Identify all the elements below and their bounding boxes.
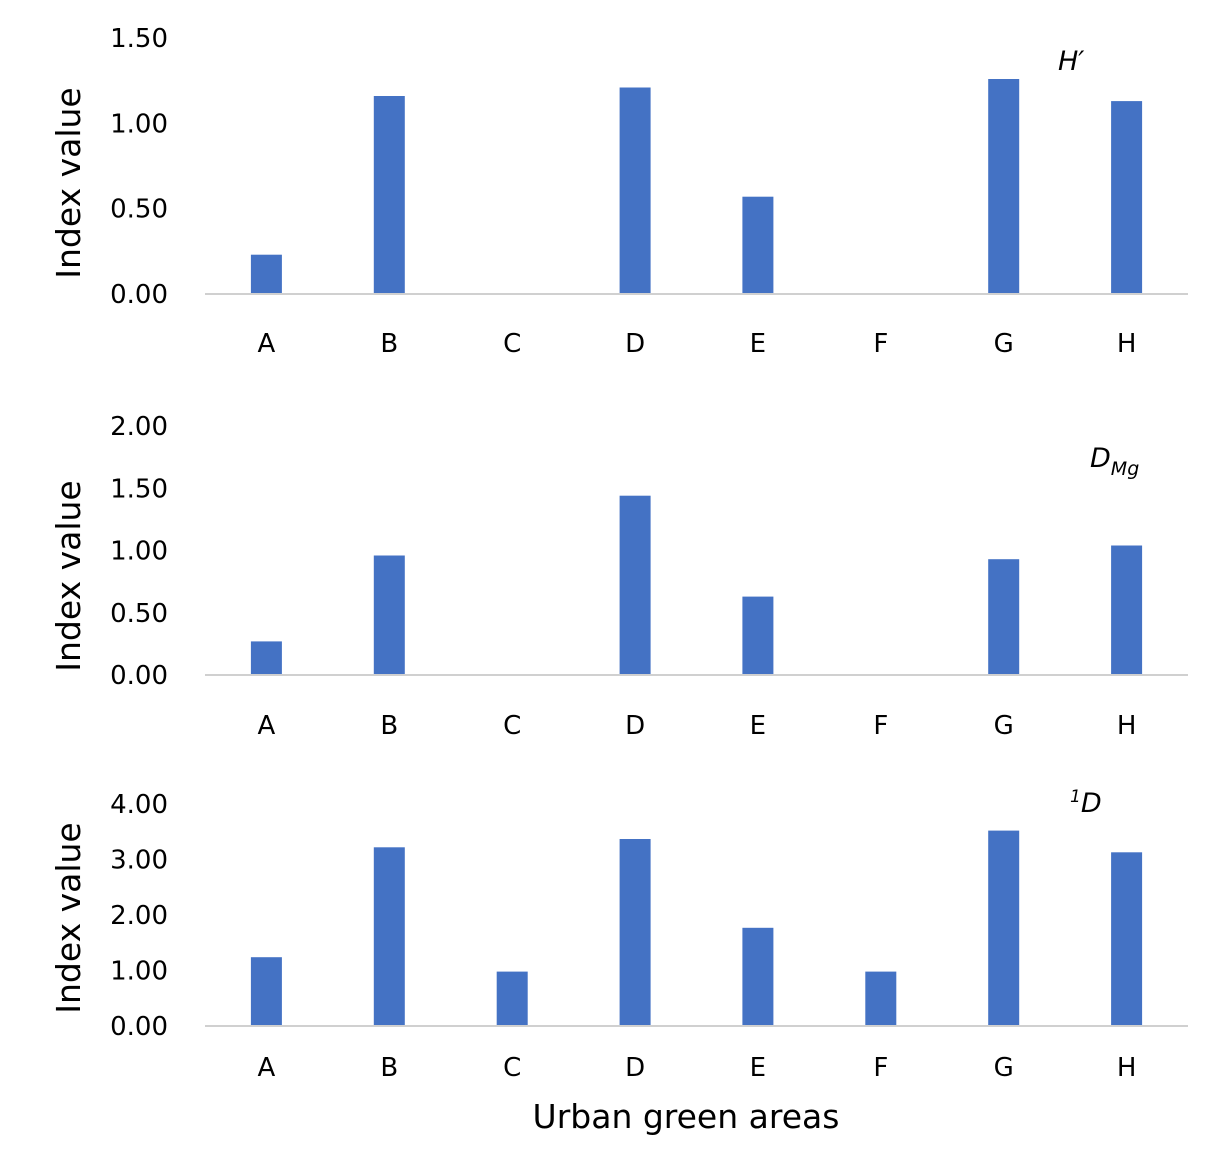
- y-axis-label: Index value: [49, 822, 88, 1013]
- bar-B: [373, 847, 405, 1026]
- x-tick-label: F: [873, 1053, 888, 1083]
- x-tick-label: H: [1117, 329, 1137, 359]
- x-tick-label: B: [380, 711, 398, 741]
- bar-G: [988, 559, 1020, 675]
- chart-panel-1: 0.00 0.50 1.00 1.50 A B C D E F G H Index value H′: [49, 24, 1188, 359]
- x-tick-label: H: [1117, 1053, 1137, 1083]
- y-tick-label: 1.00: [110, 957, 168, 987]
- bar-A: [250, 254, 282, 294]
- y-tick-label: 0.50: [110, 599, 168, 629]
- chart-panel-3: 0.00 1.00 2.00 3.00 4.00 A B C D E F G H Index value 1…: [49, 787, 1188, 1136]
- bar-G: [988, 79, 1020, 294]
- bar-E: [742, 596, 774, 675]
- x-tick-label: G: [994, 1053, 1014, 1083]
- y-tick-label: 1.00: [110, 109, 168, 139]
- y-tick-label: 0.00: [110, 1012, 168, 1042]
- y-tick-label: 2.00: [110, 412, 168, 442]
- bar-E: [742, 196, 774, 294]
- index-annotation: 1D: [1070, 787, 1102, 819]
- x-tick-label: D: [625, 711, 645, 741]
- x-tick-label: D: [625, 1053, 645, 1083]
- x-tick-label: A: [258, 711, 276, 741]
- bar-B: [373, 555, 405, 675]
- bar-A: [250, 957, 282, 1026]
- x-tick-label: G: [994, 329, 1014, 359]
- bar-D: [619, 87, 651, 294]
- x-tick-label: E: [750, 1053, 766, 1083]
- y-axis-label: Index value: [49, 480, 88, 671]
- chart-panel-2: 0.00 0.50 1.00 1.50 2.00 A B C D E F G H Index value D…: [49, 412, 1188, 741]
- y-tick-label: 0.00: [110, 661, 168, 691]
- bar-F: [865, 971, 897, 1026]
- x-axis-label: Urban green areas: [533, 1097, 840, 1136]
- bar-H: [1111, 545, 1143, 675]
- x-tick-label: F: [873, 711, 888, 741]
- bar-B: [373, 96, 405, 294]
- y-axis-label: Index value: [49, 87, 88, 278]
- bar-E: [742, 927, 774, 1026]
- x-tick-label: C: [503, 329, 521, 359]
- x-tick-label: A: [258, 329, 276, 359]
- x-tick-label: G: [994, 711, 1014, 741]
- y-tick-label: 1.00: [110, 537, 168, 567]
- x-tick-label: C: [503, 1053, 521, 1083]
- y-tick-label: 3.00: [110, 846, 168, 876]
- bar-H: [1111, 101, 1143, 294]
- x-tick-label: B: [380, 329, 398, 359]
- bar-H: [1111, 852, 1143, 1026]
- x-tick-label: A: [258, 1053, 276, 1083]
- x-tick-label: D: [625, 329, 645, 359]
- x-tick-label: H: [1117, 711, 1137, 741]
- y-tick-label: 0.50: [110, 195, 168, 225]
- x-tick-label: E: [750, 711, 766, 741]
- bar-A: [250, 641, 282, 675]
- bar-D: [619, 495, 651, 675]
- x-tick-label: C: [503, 711, 521, 741]
- y-tick-label: 1.50: [110, 474, 168, 504]
- x-tick-label: E: [750, 329, 766, 359]
- y-tick-label: 4.00: [110, 790, 168, 820]
- y-tick-label: 1.50: [110, 24, 168, 54]
- x-tick-label: F: [873, 329, 888, 359]
- index-annotation: DMg: [1090, 443, 1139, 480]
- bar-D: [619, 839, 651, 1026]
- x-tick-label: B: [380, 1053, 398, 1083]
- bar-G: [988, 830, 1020, 1026]
- index-annotation: H′: [1058, 46, 1084, 77]
- y-tick-label: 0.00: [110, 280, 168, 310]
- bar-C: [496, 971, 528, 1026]
- y-tick-label: 2.00: [110, 901, 168, 931]
